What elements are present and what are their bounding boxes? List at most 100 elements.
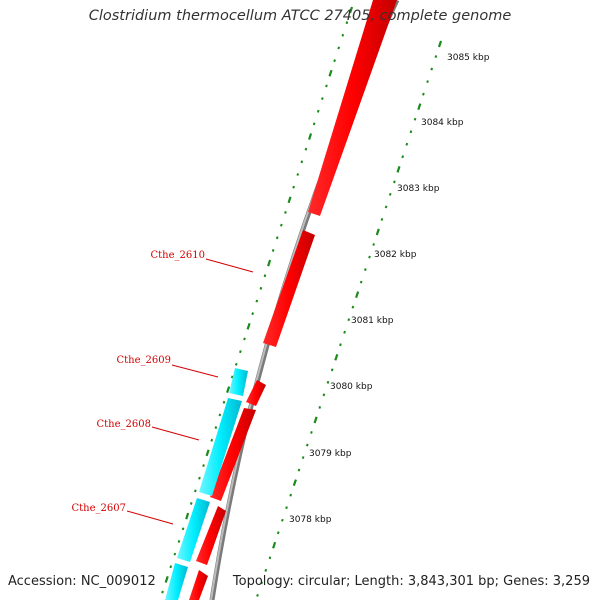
tick-mark (305, 443, 309, 447)
gene-label-cthe-2610[interactable]: Cthe_2610 (151, 250, 205, 261)
gene-feature-reverse[interactable] (177, 498, 210, 562)
tick-mark (372, 243, 375, 246)
gene-feature-forward[interactable] (189, 570, 208, 600)
tick-mark (337, 46, 341, 50)
tick-mark (341, 33, 345, 37)
gene-feature-reverse[interactable] (229, 368, 248, 396)
tick-mark (368, 255, 371, 259)
tick-mark (222, 400, 226, 404)
tick-mark (210, 438, 214, 442)
gene-feature-reverse[interactable] (199, 398, 242, 496)
tick-mark (264, 568, 268, 572)
tick-mark (271, 249, 275, 252)
tick-mark (297, 468, 301, 472)
tick-mark (218, 413, 222, 417)
tick-mark (310, 431, 313, 434)
tick-mark (260, 581, 263, 585)
scale-tick-label: 3081 kbp (351, 316, 394, 326)
tick-mark (312, 122, 316, 126)
tick-mark (292, 185, 295, 189)
tick-mark (322, 393, 326, 397)
gene-feature-forward[interactable] (210, 408, 256, 501)
tick-mark (230, 375, 234, 379)
tick-mark (164, 576, 169, 583)
tick-mark (189, 502, 193, 505)
tick-mark (255, 299, 259, 303)
tick-mark (289, 493, 293, 497)
gene-label-cthe-2607[interactable]: Cthe_2607 (72, 503, 126, 514)
tick-mark (348, 6, 354, 14)
gene-feature-forward[interactable] (308, 0, 397, 216)
tick-mark (401, 155, 405, 159)
accession-text: Accession: NC_009012 (8, 574, 156, 589)
tick-mark (268, 556, 272, 560)
tick-mark (321, 97, 324, 100)
gene-label-cthe-2609[interactable]: Cthe_2609 (117, 355, 171, 366)
tick-ring-inner (161, 6, 354, 594)
tick-mark (272, 541, 277, 549)
tick-mark (380, 218, 384, 221)
tick-mark (339, 343, 342, 347)
tick-mark (384, 205, 388, 209)
scale-tick-label: 3084 kbp (421, 118, 464, 128)
tick-mark (426, 80, 429, 84)
backbone (209, 0, 400, 600)
tick-mark (246, 322, 251, 330)
scale-tick-label: 3082 kbp (374, 250, 417, 260)
tick-mark (256, 593, 259, 597)
scale-tick-label: 3079 kbp (309, 449, 352, 459)
tick-mark (181, 527, 185, 531)
tick-mark (267, 259, 272, 267)
tick-mark (333, 59, 336, 63)
tick-mark (198, 476, 201, 480)
tick-mark (355, 291, 360, 299)
reverse-genes (165, 368, 248, 600)
tick-mark (409, 130, 413, 134)
tick-mark (345, 21, 349, 25)
tick-mark (234, 362, 238, 366)
gene-feature-reverse[interactable] (165, 563, 188, 600)
tick-mark (287, 196, 292, 204)
tick-mark (194, 489, 197, 493)
tick-mark (434, 55, 438, 58)
scale-tick-label: 3080 kbp (330, 382, 373, 392)
gene-labels: Cthe_2610 Cthe_2609 Cthe_2608 Cthe_2607 (72, 250, 254, 525)
forward-genes (189, 0, 397, 600)
tick-mark (393, 180, 396, 184)
scale-tick-label: 3078 kbp (289, 515, 332, 525)
map-title: Clostridium thermocellum ATCC 27405, com… (88, 8, 512, 24)
tick-mark (304, 147, 308, 151)
scale-tick-label: 3083 kbp (397, 184, 440, 194)
tick-ring-outer (256, 40, 443, 597)
tick-mark (214, 426, 218, 429)
tick-mark (284, 211, 287, 214)
tick-mark (202, 464, 205, 467)
tick-mark (375, 228, 380, 236)
tick-mark (280, 223, 283, 227)
gene-feature-forward[interactable] (196, 506, 226, 565)
tick-mark (243, 337, 246, 341)
tick-mark (343, 330, 346, 334)
tick-mark (347, 318, 351, 322)
tick-mark (325, 84, 328, 88)
tick-mark (276, 531, 280, 535)
tick-mark (413, 117, 417, 121)
tick-mark (388, 192, 392, 196)
topology-text: Topology: circular; Length: 3,843,301 bp… (232, 574, 590, 589)
tick-mark (334, 353, 339, 361)
tick-mark (285, 506, 288, 510)
tick-mark (308, 133, 313, 140)
tick-mark (422, 92, 425, 96)
tick-mark (169, 565, 173, 569)
tick-mark (351, 305, 355, 309)
tick-mark (318, 406, 322, 409)
scale-labels: 3078 kbp 3079 kbp 3080 kbp 3081 kbp 3082… (289, 53, 490, 525)
tick-mark (330, 368, 334, 372)
gene-label-cthe-2608[interactable]: Cthe_2608 (97, 419, 151, 430)
tick-mark (263, 274, 267, 278)
gene-feature-forward[interactable] (263, 230, 315, 347)
gene-feature-forward[interactable] (246, 380, 266, 406)
tick-mark (417, 103, 422, 111)
tick-mark (292, 479, 297, 486)
